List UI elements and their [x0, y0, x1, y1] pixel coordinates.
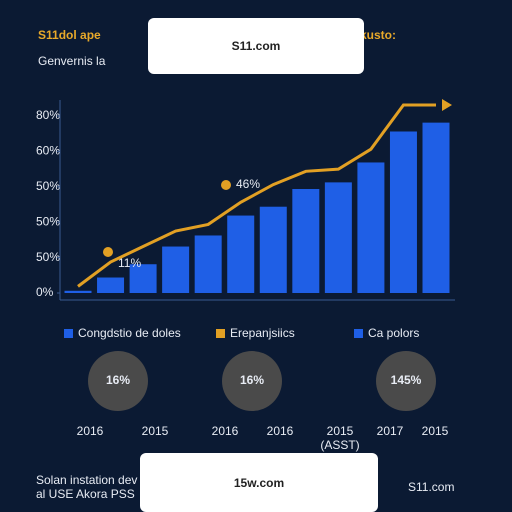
legend-swatch: [64, 329, 73, 338]
stat-circle: [376, 351, 436, 411]
x-note: (ASST): [320, 438, 359, 452]
annotation: 11%: [118, 256, 141, 270]
x-label: 2015: [327, 424, 354, 438]
footer-text: al USE Akora PSS: [36, 487, 135, 501]
y-tick-label: 50%: [36, 179, 60, 193]
annotation: 46%: [236, 177, 260, 191]
chart-title-end: kusto:: [360, 28, 396, 42]
y-tick-label: 50%: [36, 214, 60, 228]
y-tick-label: 0%: [36, 285, 54, 299]
x-label: 2016: [212, 424, 239, 438]
bar: [357, 162, 385, 293]
subtitle: Genvernis la: [38, 54, 106, 68]
bar: [162, 246, 190, 293]
stat-circle: [88, 351, 148, 411]
footer-brand: S11.com: [408, 480, 454, 494]
chart-title: S11dol ape: [38, 28, 101, 42]
annotation-icon: [103, 247, 113, 257]
x-label: 2017: [377, 424, 404, 438]
bar: [422, 122, 450, 293]
stat-circle: [222, 351, 282, 411]
stat-label: 145%: [391, 373, 422, 387]
watermark-box: [148, 18, 364, 74]
bar: [129, 264, 157, 293]
x-label: 2016: [77, 424, 104, 438]
bar: [64, 290, 92, 293]
bar: [259, 206, 287, 293]
watermark: 15w.com: [234, 476, 284, 490]
x-label: 2016: [267, 424, 294, 438]
stat-label: 16%: [240, 373, 264, 387]
bar: [389, 131, 417, 293]
x-label: 2015: [142, 424, 169, 438]
watermark-box: [140, 453, 378, 512]
bar: [324, 182, 352, 293]
stat-label: 16%: [106, 373, 130, 387]
legend-swatch: [354, 329, 363, 338]
x-label: 2015: [422, 424, 449, 438]
legend-label: Congdstio de doles: [78, 326, 181, 340]
annotation-icon: [221, 180, 231, 190]
y-tick-label: 50%: [36, 250, 60, 264]
watermark: S11.com: [232, 39, 281, 53]
y-tick-label: 80%: [36, 108, 60, 122]
legend-label: Erepanjsiics: [230, 326, 295, 340]
bar: [292, 189, 320, 293]
bar: [97, 277, 125, 293]
footer-text: Solan instation dev: [36, 473, 137, 487]
legend-swatch: [216, 329, 225, 338]
bar: [194, 235, 222, 293]
legend-label: Ca polors: [368, 326, 419, 340]
bar: [227, 215, 255, 293]
y-tick-label: 60%: [36, 144, 60, 158]
line: [77, 103, 436, 288]
arrow-head: [442, 98, 452, 111]
